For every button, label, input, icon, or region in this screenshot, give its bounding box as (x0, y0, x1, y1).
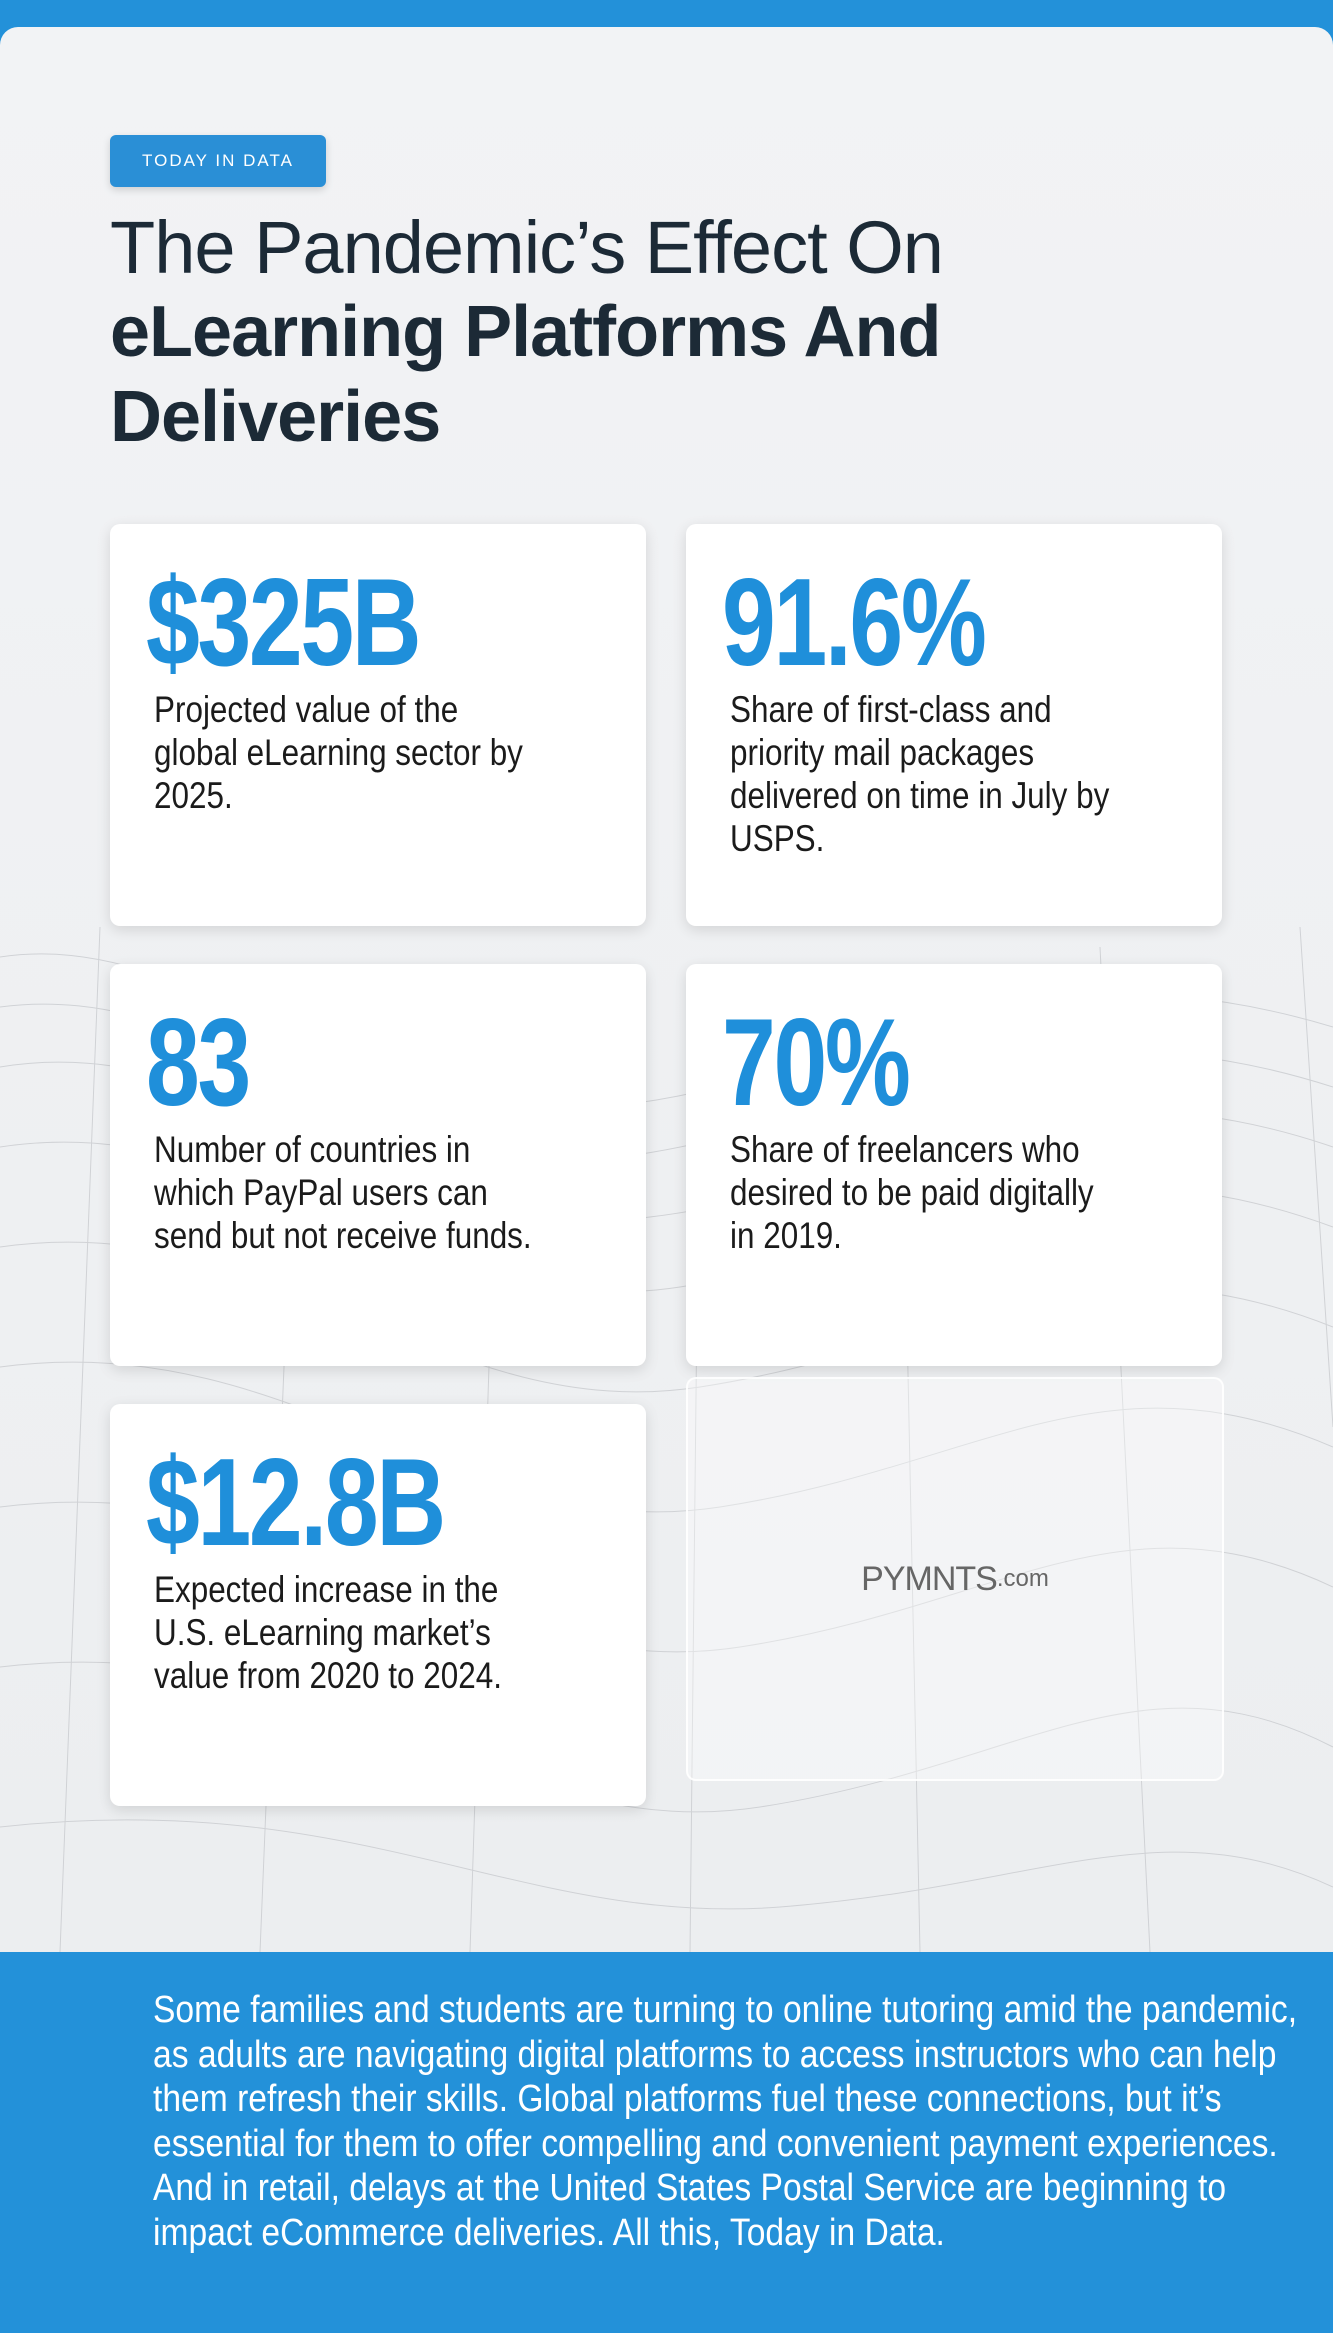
stat-card: 83 Number of countries in which PayPal us… (110, 964, 646, 1366)
stat-description: Share of freelancers who desired to be p… (730, 1129, 1094, 1256)
logo-suffix: .com (996, 1565, 1049, 1592)
badge: TODAY IN DATA (110, 135, 326, 187)
stat-description: Expected increase in the U.S. eLearning … (154, 1569, 502, 1696)
stat-card: 91.6% Share of first-class and priority m… (686, 524, 1222, 926)
title-bold: eLearning Platforms And Deliveries (110, 292, 941, 457)
stat-description: Share of first-class and priority mail p… (730, 689, 1110, 859)
stat-value: $325B (146, 554, 422, 692)
stat-value: 70% (722, 994, 911, 1132)
title-light: The Pandemic’s Effect On (110, 206, 944, 289)
stat-card: $12.8B Expected increase in the U.S. eLea… (110, 1404, 646, 1806)
stat-value: 83 (146, 994, 251, 1132)
stat-value: 91.6% (722, 554, 987, 692)
stat-card: $325B Projected value of the global eLear… (110, 524, 646, 926)
stat-description: Number of countries in which PayPal user… (154, 1129, 532, 1256)
logo-name: PYMNTS (861, 1559, 998, 1598)
logo: PYMNTS .com (686, 1377, 1224, 1781)
stat-description: Projected value of the global eLearning … (154, 689, 523, 816)
stat-card: 70% Share of freelancers who desired to b… (686, 964, 1222, 1366)
stat-value: $12.8B (146, 1434, 446, 1572)
footer-text: Some families and students are turning t… (153, 1989, 1298, 2254)
